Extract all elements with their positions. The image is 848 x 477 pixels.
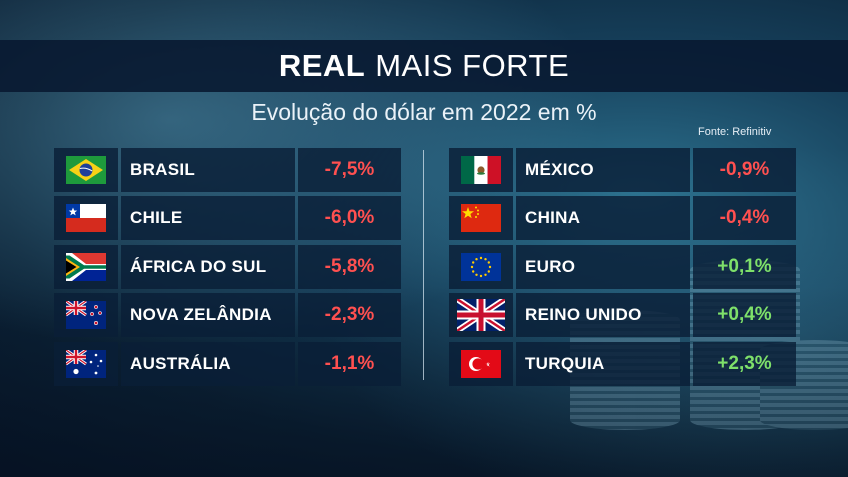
table-row: REINO UNIDO +0,4%: [449, 293, 796, 337]
table-row: CHILE -6,0%: [54, 196, 401, 240]
flag-cell: [54, 342, 118, 386]
country-name: AUSTRÁLIA: [121, 342, 295, 386]
country-name: TURQUIA: [516, 342, 690, 386]
china-flag-icon: [461, 204, 501, 232]
table-row: EURO +0,1%: [449, 245, 796, 289]
flag-cell: [54, 148, 118, 192]
new-zealand-flag-icon: [66, 301, 106, 329]
flag-cell: [449, 245, 513, 289]
title-rest: MAIS FORTE: [375, 48, 570, 83]
change-value: -5,8%: [298, 245, 401, 289]
country-name: BRASIL: [121, 148, 295, 192]
change-value: -0,4%: [693, 196, 796, 240]
mexico-flag-icon: [461, 156, 501, 184]
country-name: NOVA ZELÂNDIA: [121, 293, 295, 337]
australia-flag-icon: [66, 350, 106, 378]
country-name: CHILE: [121, 196, 295, 240]
table-row: CHINA -0,4%: [449, 196, 796, 240]
change-value: -0,9%: [693, 148, 796, 192]
flag-cell: [449, 148, 513, 192]
flag-cell: [54, 245, 118, 289]
change-value: -6,0%: [298, 196, 401, 240]
uk-flag-icon: [457, 299, 505, 331]
eu-flag-icon: [461, 253, 501, 281]
change-value: -7,5%: [298, 148, 401, 192]
flag-cell: [54, 293, 118, 337]
table-row: ÁFRICA DO SUL -5,8%: [54, 245, 401, 289]
change-value: -2,3%: [298, 293, 401, 337]
change-value: +0,1%: [693, 245, 796, 289]
country-name: EURO: [516, 245, 690, 289]
flag-cell: [449, 342, 513, 386]
change-value: +0,4%: [693, 293, 796, 337]
table-row: NOVA ZELÂNDIA -2,3%: [54, 293, 401, 337]
table-row: TURQUIA +2,3%: [449, 342, 796, 386]
turkey-flag-icon: [461, 350, 501, 378]
source-label: Fonte: Refinitiv: [698, 126, 772, 138]
title-bold: REAL: [278, 48, 366, 83]
table-row: BRASIL -7,5%: [54, 148, 401, 192]
south-africa-flag-icon: [66, 253, 106, 281]
title-bar: REAL MAIS FORTE: [0, 40, 848, 92]
chile-flag-icon: [66, 204, 106, 232]
country-name: MÉXICO: [516, 148, 690, 192]
country-name: ÁFRICA DO SUL: [121, 245, 295, 289]
flag-cell: [449, 293, 513, 337]
flag-cell: [54, 196, 118, 240]
change-value: +2,3%: [693, 342, 796, 386]
table-row: MÉXICO -0,9%: [449, 148, 796, 192]
subtitle: Evolução do dólar em 2022 em %: [251, 99, 597, 125]
flag-cell: [449, 196, 513, 240]
change-value: -1,1%: [298, 342, 401, 386]
country-name: REINO UNIDO: [516, 293, 690, 337]
table-row: AUSTRÁLIA -1,1%: [54, 342, 401, 386]
brazil-flag-icon: [66, 156, 106, 184]
country-name: CHINA: [516, 196, 690, 240]
column-divider: [423, 150, 424, 380]
